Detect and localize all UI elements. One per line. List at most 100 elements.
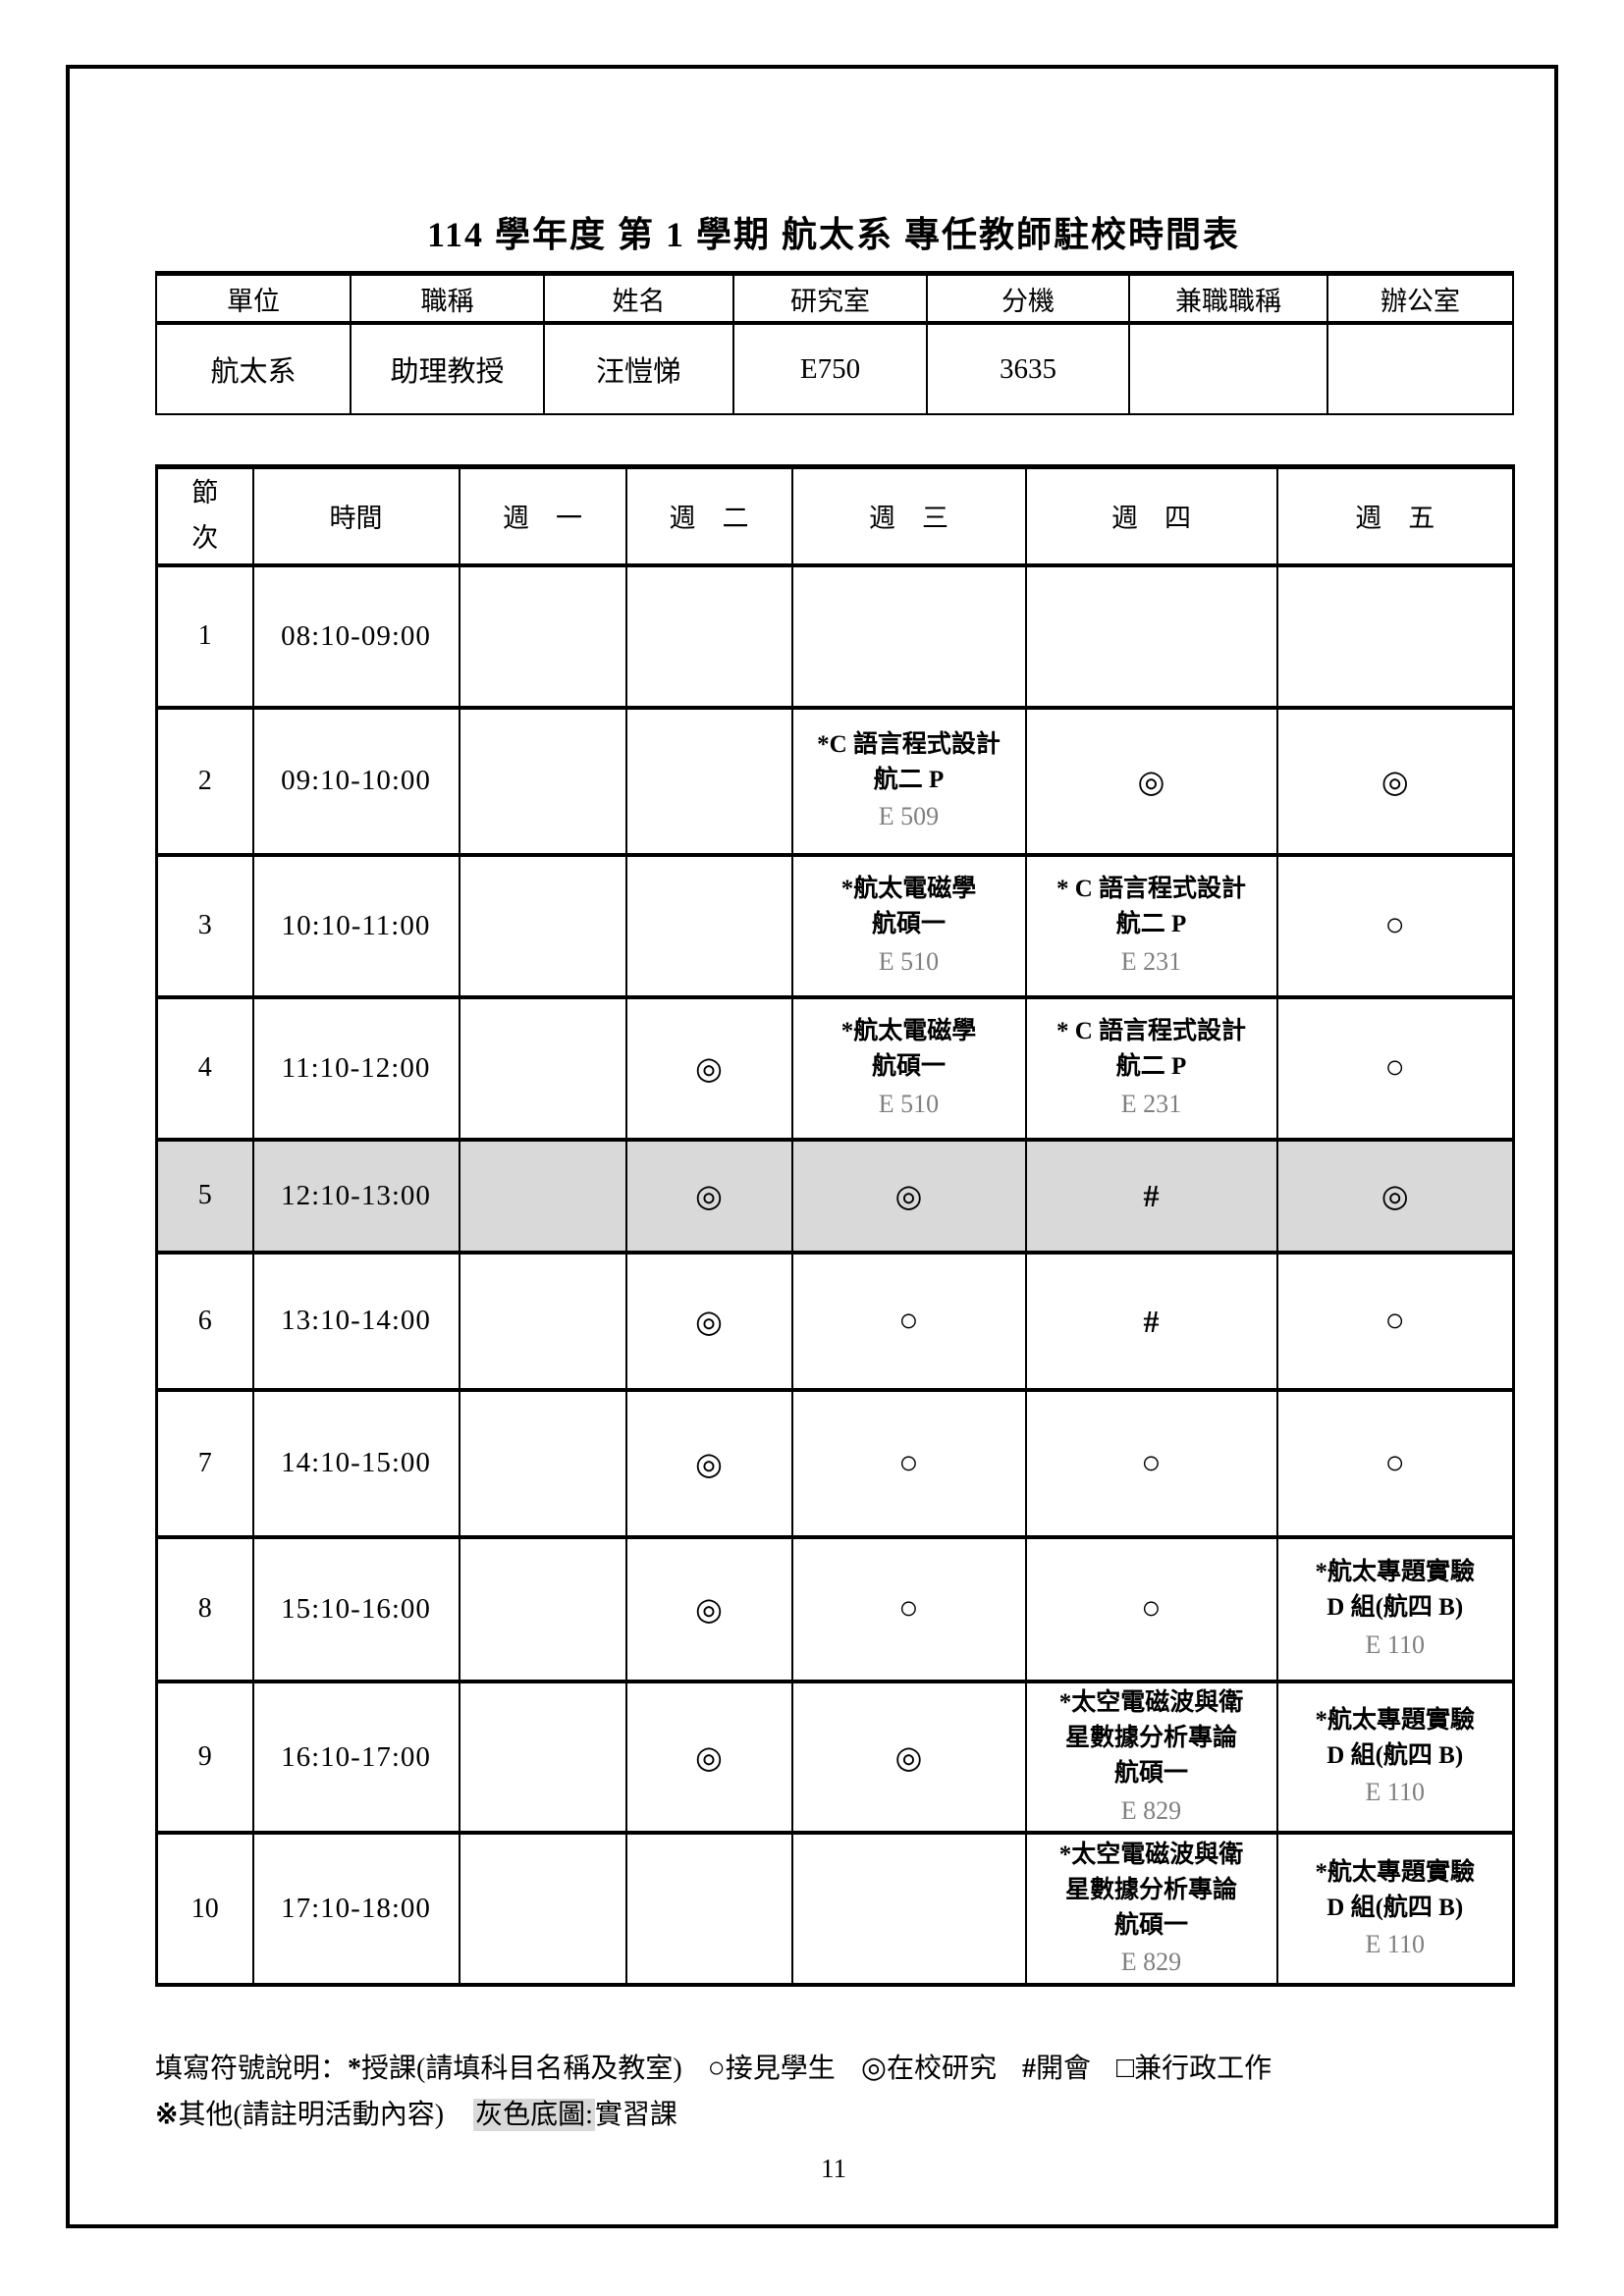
period-cell: 2 [155, 705, 254, 857]
period-cell: 5 [155, 1137, 254, 1255]
room-number: E 110 [1365, 1629, 1425, 1659]
course-title-line: 星數據分析專論 [1064, 1725, 1237, 1752]
other-symbol: ※ [155, 2099, 179, 2130]
info-header-cell: 姓名 [543, 272, 734, 325]
info-value-cell: 3635 [926, 322, 1130, 415]
course-title-line: *航太電磁學 [840, 876, 977, 903]
day-cell [1024, 562, 1278, 710]
info-header-cell: 研究室 [732, 272, 928, 325]
course-title-line: D 組(航四 B) [1326, 1894, 1464, 1921]
day-cell: ◎ [624, 1387, 793, 1539]
info-value-cell: 航太系 [155, 322, 352, 415]
info-value-cell [1326, 322, 1514, 415]
time-cell: 08:10-09:00 [251, 562, 460, 710]
day-cell [458, 705, 627, 857]
research-symbol: ◎ [1380, 763, 1409, 799]
day-cell [458, 1387, 627, 1539]
schedule-row: 9 16:10-17:00 ◎ ◎ *太空電磁波與衛 星數據分析專論 航碩一 E 829 *航太… [155, 1679, 1515, 1836]
day-column-header-thursday: 週 四 [1024, 464, 1278, 567]
info-value-cell: E750 [732, 322, 928, 415]
meet-students-symbol: ○ [898, 1444, 919, 1481]
day-cell: ○ [1275, 1387, 1515, 1539]
period-column-header: 節次 [155, 464, 254, 567]
day-cell: ○ [790, 1387, 1027, 1539]
day-cell: ◎ [790, 1137, 1027, 1255]
meet-students-symbol: ○ [1141, 1444, 1162, 1481]
meet-students-symbol: ○ [1384, 907, 1406, 944]
day-cell: *太空電磁波與衛 星數據分析專論 航碩一 E 829 [1024, 1679, 1278, 1836]
day-cell [458, 1250, 627, 1392]
research-symbol: ◎ [695, 1739, 723, 1775]
page-border-frame: 114 學年度 第 1 學期 航太系 專任教師駐校時間表 單位 職稱 姓名 研究室 分機… [66, 65, 1558, 2228]
course-title-line: 航碩一 [871, 1053, 946, 1081]
period-cell: 10 [155, 1831, 254, 1988]
research-symbol: ◎ [695, 1050, 723, 1087]
research-symbol: ◎ [894, 1178, 923, 1214]
room-number: E 510 [878, 1089, 940, 1118]
legend-line-2: ※其他(請註明活動內容) 灰色底圖:實習課 [155, 2093, 1512, 2138]
meet-students-symbol: ○ [1384, 1302, 1406, 1339]
course-title-line: D 組(航四 B) [1326, 1742, 1464, 1770]
schedule-row: 4 11:10-12:00 ◎ *航太電磁學 航碩一 E 510 * C 語言程式設計 航二 … [155, 994, 1515, 1142]
room-number: E 231 [1120, 946, 1182, 976]
time-cell: 17:10-18:00 [251, 1831, 460, 1988]
course-title-line: 航二 P [1115, 911, 1187, 938]
time-column-header: 時間 [251, 464, 460, 567]
day-column-header-friday: 週 五 [1275, 464, 1515, 567]
research-symbol: ◎ [1380, 1178, 1409, 1214]
info-value-cell: 助理教授 [350, 322, 545, 415]
room-number: E 110 [1365, 1930, 1425, 1959]
legend-label: 開會 [1036, 2054, 1092, 2085]
day-cell: * C 語言程式設計 航二 P E 231 [1024, 852, 1278, 999]
schedule-table: 節次 時間 週 一 週 二 週 三 週 四 週 五 1 08:10-09:00 2 0… [155, 464, 1515, 1988]
schedule-row: 2 09:10-10:00 *C 語言程式設計 航二 P E 509 ◎ ◎ [155, 705, 1515, 857]
legend-item: *授課(請填科目名稱及教室) [348, 2054, 682, 2084]
day-cell: ◎ [1275, 1137, 1515, 1255]
period-cell: 4 [155, 994, 254, 1142]
schedule-row: 6 13:10-14:00 ◎ ○ # ○ [155, 1250, 1515, 1392]
day-cell: # [1024, 1250, 1278, 1392]
meet-students-symbol: ○ [898, 1302, 919, 1339]
day-cell: ◎ [790, 1679, 1027, 1836]
day-cell [790, 562, 1027, 710]
course-title-line: * C 語言程式設計 [1056, 876, 1247, 903]
day-cell: *航太專題實驗 D 組(航四 B) E 110 [1275, 1831, 1515, 1988]
course-title-line: 航二 P [873, 766, 945, 793]
room-number: E 110 [1365, 1778, 1425, 1807]
day-cell [458, 852, 627, 999]
other-label: 其他(請註明活動內容) [178, 2099, 445, 2130]
day-cell: ○ [1024, 1387, 1278, 1539]
day-cell: * C 語言程式設計 航二 P E 231 [1024, 994, 1278, 1142]
day-cell: ◎ [624, 1679, 793, 1836]
day-cell: ◎ [624, 1137, 793, 1255]
day-cell [458, 1831, 627, 1988]
info-value-cell [1128, 322, 1328, 415]
room-number: E 829 [1120, 1948, 1182, 1977]
info-header-cell: 分機 [926, 272, 1130, 325]
page-title: 114 學年度 第 1 學期 航太系 專任教師駐校時間表 [426, 215, 1240, 254]
day-cell: ◎ [1275, 705, 1515, 857]
time-cell: 11:10-12:00 [251, 994, 460, 1142]
info-header-cell: 兼職職稱 [1128, 272, 1328, 325]
time-cell: 14:10-15:00 [251, 1387, 460, 1539]
course-title-line: *航太專題實驗 [1315, 1559, 1475, 1586]
document-content: 114 學年度 第 1 學期 航太系 專任教師駐校時間表 單位 職稱 姓名 研究室 分機… [155, 206, 1515, 2184]
room-number: E 509 [878, 802, 940, 831]
day-cell: ○ [1024, 1534, 1278, 1683]
legend-symbol: ◎ [860, 2052, 887, 2085]
day-cell [458, 1137, 627, 1255]
period-cell: 6 [155, 1250, 254, 1392]
course-title-line: *航太專題實驗 [1315, 1706, 1475, 1734]
period-cell: 9 [155, 1679, 254, 1836]
day-cell: ◎ [624, 1534, 793, 1683]
room-number: E 829 [1120, 1795, 1182, 1825]
legend-label: 接見學生 [725, 2054, 836, 2085]
day-column-header-monday: 週 一 [458, 464, 627, 567]
teacher-info-table: 單位 職稱 姓名 研究室 分機 兼職職稱 辦公室 航太系 助理教授 汪愷悌 E750 3635 [155, 271, 1514, 415]
info-value-cell: 汪愷悌 [543, 322, 734, 415]
course-title-line: 星數據分析專論 [1064, 1876, 1237, 1903]
meeting-symbol: # [1143, 1178, 1160, 1214]
legend-item: ◎在校研究 [860, 2052, 997, 2085]
legend-symbol: * [348, 2054, 362, 2085]
day-column-header-wednesday: 週 三 [790, 464, 1027, 567]
